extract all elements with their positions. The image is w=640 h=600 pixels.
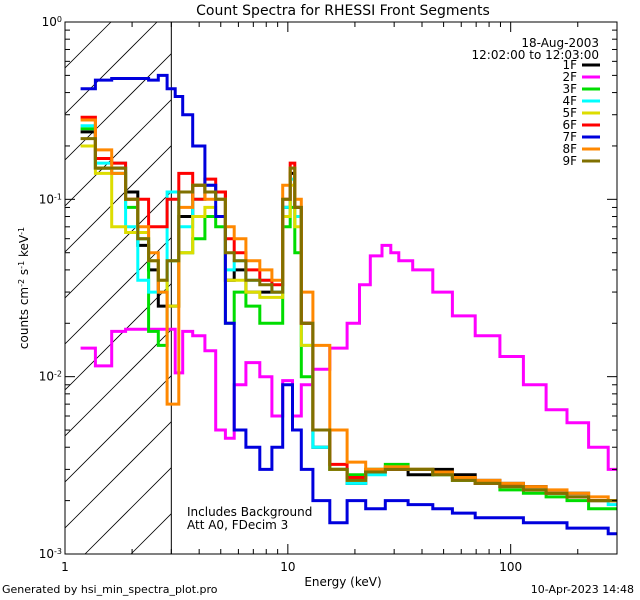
hatch-line [65,283,172,391]
footer-generated-by: Generated by hsi_min_spectra_plot.pro [2,583,218,596]
legend-label-4F: 4F [562,94,577,108]
series-line-9F [80,137,617,503]
hatch-line [65,191,172,299]
y-tick-base: 10 [42,15,57,29]
legend-label-6F: 6F [562,118,577,132]
legend-label-7F: 7F [562,130,577,144]
y-axis-label: counts cm-2 s-1 keV-1 [17,227,32,349]
legend-label-9F: 9F [562,154,577,168]
plot-frame [64,21,618,555]
series-line-7F [80,73,617,536]
y-axis-label-exp3: -1 [17,227,26,235]
hatch-line [65,22,112,69]
x-tick-label: 1 [61,560,69,574]
y-axis-label-exp1: -2 [17,279,26,287]
hatch-line [130,513,172,554]
date-label: 18-Aug-2003 [521,36,599,50]
y-tick-exponent: -3 [54,547,62,556]
x-tick-label: 100 [499,560,522,574]
y-tick-base: 10 [39,370,54,384]
y-tick-label: 10-2 [39,369,62,384]
y-tick-label: 10-3 [39,547,62,562]
y-axis-label-counts: counts cm [17,287,31,349]
hatch-line [65,22,158,115]
y-axis-label-kev: keV [17,234,31,261]
hatched-region [65,22,172,554]
legend-label-5F: 5F [562,106,577,120]
hatch-line [65,329,172,437]
y-tick-exponent: -2 [54,369,62,378]
x-axis-label: Energy (keV) [304,575,381,589]
y-tick-exponent: 0 [57,15,62,24]
hatch-line [65,375,172,483]
y-tick-base: 10 [39,192,54,206]
series-line-2F [80,243,617,471]
hatch-line [65,237,172,345]
y-axis-label-s: s [17,269,31,279]
hatch-line [65,53,172,161]
hatch-line [65,421,172,529]
hatch-line [65,99,172,207]
footer-timestamp: 10-Apr-2023 14:48 [530,583,634,596]
legend-label-8F: 8F [562,142,577,156]
annotation-attenuator: Att A0, FDecim 3 [187,518,288,532]
y-tick-base: 10 [39,547,54,561]
annotation-background: Includes Background [187,505,312,519]
y-axis-label-exp2: -1 [17,261,26,269]
time-range-label: 12:02:00 to 12:03:00 [472,48,599,62]
y-tick-label: 10-1 [39,192,62,207]
hatch-line [65,145,172,253]
legend-label-1F: 1F [562,58,577,72]
chart-title: Count Spectra for RHESSI Front Segments [196,3,490,19]
y-tick-label: 100 [42,15,62,30]
plot-series [80,73,617,536]
legend-label-2F: 2F [562,70,577,84]
y-tick-exponent: -1 [54,192,62,201]
x-tick-label: 10 [280,560,295,574]
legend-label-3F: 3F [562,82,577,96]
hatch-line [84,467,172,554]
